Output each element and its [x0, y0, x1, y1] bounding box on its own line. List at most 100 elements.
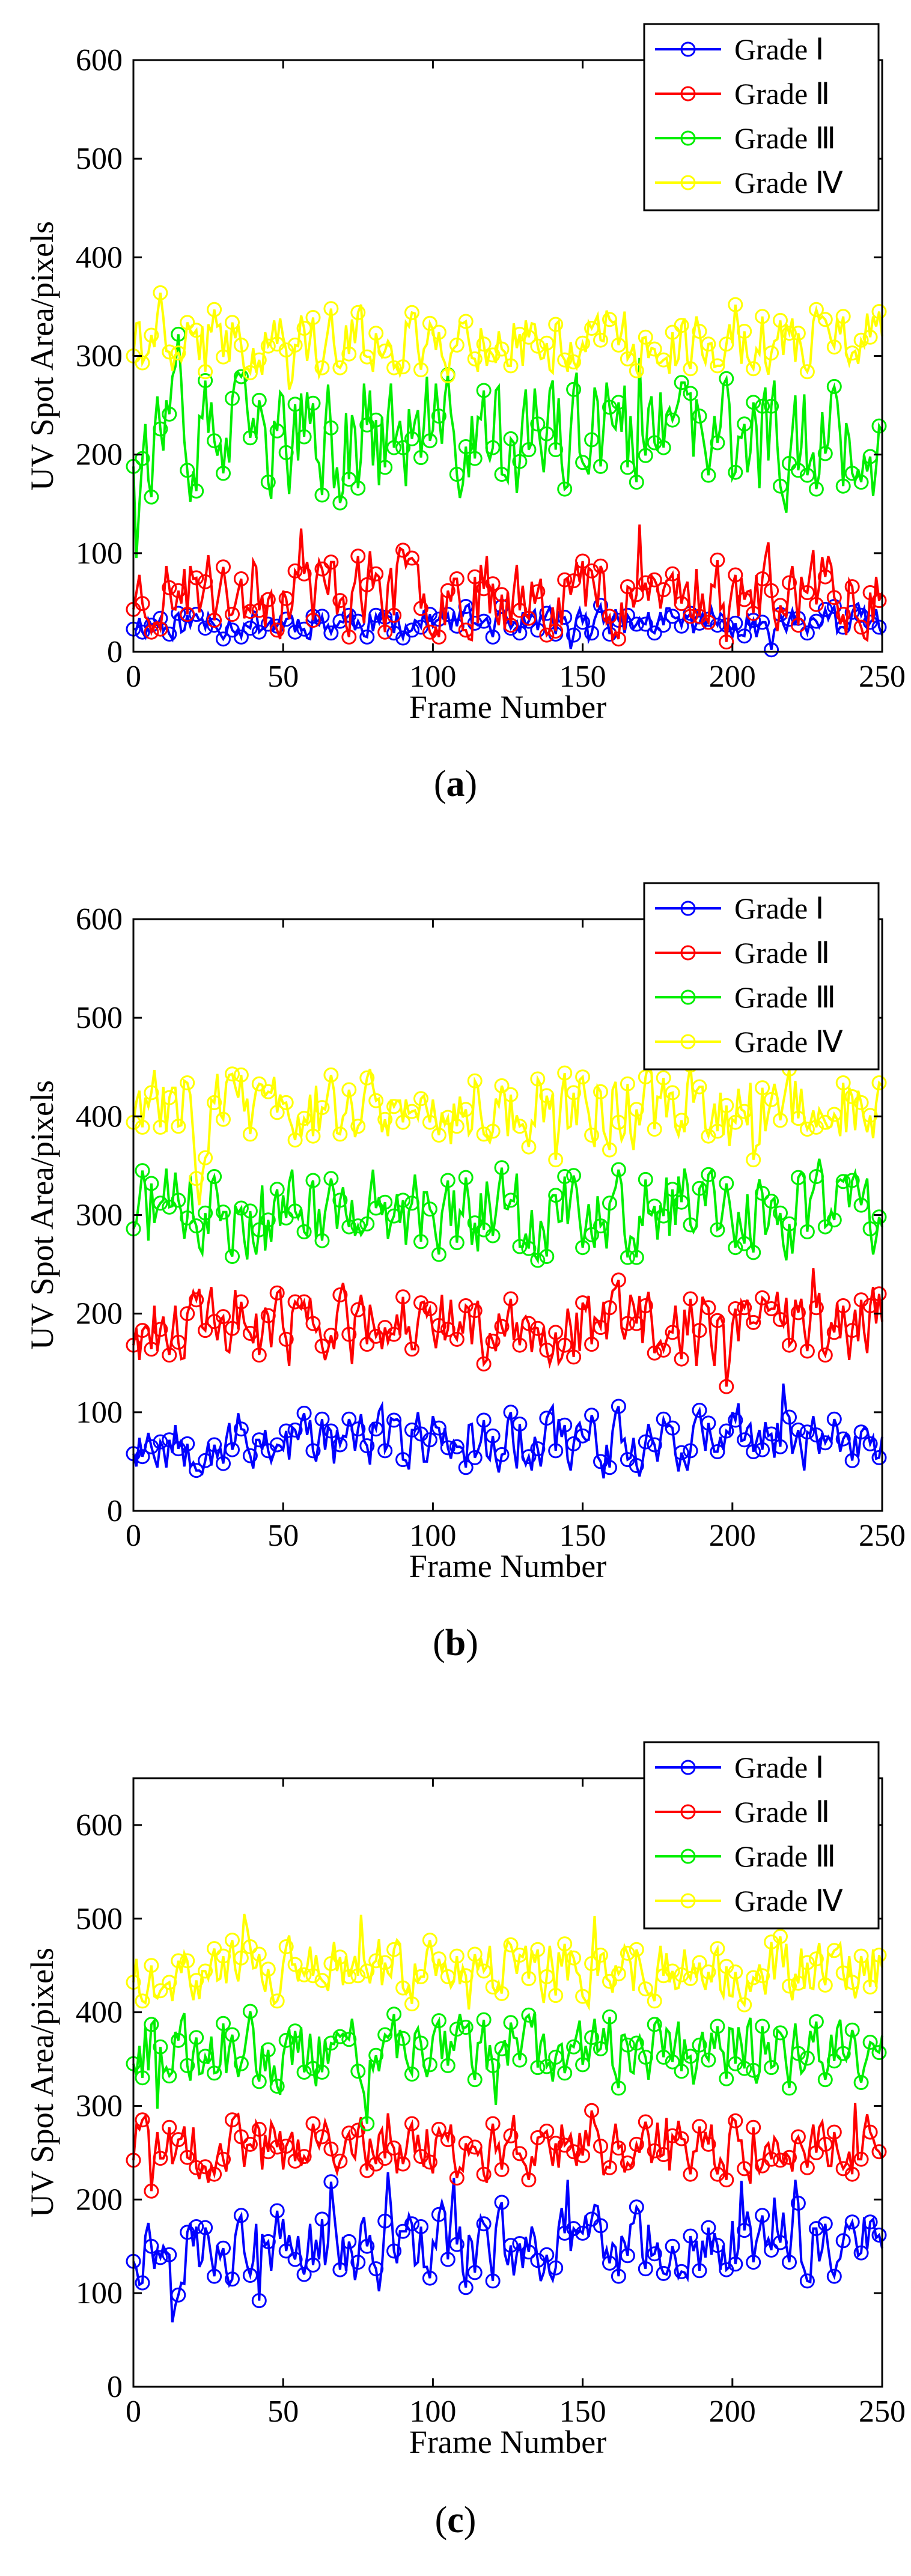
x-tick-label: 150: [559, 1519, 606, 1553]
data-point: [656, 440, 671, 455]
data-point: [799, 364, 815, 380]
data-point: [198, 1453, 213, 1468]
data-point: [826, 1943, 842, 1958]
data-point: [853, 2245, 869, 2261]
data-point: [323, 554, 339, 570]
data-point: [440, 2132, 455, 2148]
data-point: [162, 580, 177, 595]
legend-label: Grade Ⅲ: [734, 121, 836, 155]
legend-label: Grade Ⅰ: [734, 32, 824, 66]
data-point: [773, 1439, 788, 1454]
data-point: [826, 590, 842, 606]
data-point: [242, 2268, 258, 2283]
data-point: [287, 2252, 303, 2267]
data-point: [530, 1320, 546, 1336]
data-point: [377, 2151, 393, 2166]
data-point: [719, 2172, 734, 2188]
legend-b: Grade Ⅰ Grade Ⅱ Grade Ⅲ Grade Ⅳ: [643, 882, 880, 1071]
data-point: [746, 606, 761, 621]
data-point: [296, 429, 312, 445]
data-point: [755, 1080, 770, 1096]
data-point: [422, 2270, 437, 2286]
y-axis-label: UV Spot Area/pixels: [24, 1080, 60, 1350]
data-point: [593, 2218, 608, 2234]
data-point: [431, 324, 446, 340]
data-point: [638, 448, 653, 463]
data-point: [171, 606, 186, 621]
series-a-4: [126, 285, 887, 390]
data-point: [341, 2125, 357, 2141]
data-point: [674, 1445, 689, 1460]
data-point: [548, 317, 564, 332]
data-point: [611, 631, 626, 647]
data-point: [233, 1294, 249, 1310]
data-point: [251, 603, 267, 618]
data-point: [710, 1222, 725, 1238]
data-point: [440, 583, 455, 598]
y-tick-label: 200: [76, 438, 123, 472]
data-point: [368, 1953, 384, 1969]
data-point: [278, 1423, 294, 1439]
data-point: [431, 409, 446, 424]
data-point: [242, 1203, 258, 1219]
data-point: [242, 430, 258, 446]
data-point: [773, 2025, 788, 2041]
data-point: [808, 613, 824, 629]
data-point: [719, 1379, 734, 1394]
data-point: [449, 1948, 465, 1964]
data-point: [189, 483, 204, 499]
data-point: [449, 1235, 465, 1250]
data-point: [341, 2234, 357, 2249]
data-point: [341, 472, 357, 487]
data-point: [189, 1171, 204, 1186]
data-point: [755, 1442, 770, 1457]
data-point: [656, 2265, 671, 2281]
data-point: [494, 2195, 510, 2210]
series-line-c-4: [132, 1913, 883, 2011]
data-point: [584, 2103, 600, 2118]
data-point: [764, 2151, 779, 2167]
data-point: [278, 2243, 294, 2259]
data-point: [512, 1119, 528, 1134]
x-tick-label: 50: [267, 1519, 299, 1553]
data-point: [242, 604, 258, 619]
data-point: [826, 2124, 842, 2140]
data-point: [665, 2128, 680, 2143]
data-point: [611, 2080, 626, 2096]
data-point: [485, 1428, 501, 1444]
data-point: [548, 2260, 564, 2276]
data-point: [566, 1436, 582, 1451]
data-point: [755, 1968, 770, 1984]
data-point: [422, 1114, 437, 1130]
data-point: [871, 1075, 887, 1090]
data-point: [251, 352, 267, 368]
data-point: [737, 1997, 752, 2012]
data-point: [368, 412, 384, 428]
data-point: [476, 2216, 492, 2232]
data-point: [233, 1067, 249, 1083]
data-point: [377, 1111, 393, 1127]
data-point: [341, 1411, 357, 1427]
data-point: [728, 2256, 743, 2272]
y-tick-label: 100: [76, 1396, 123, 1430]
data-point: [539, 1088, 555, 1104]
data-point: [144, 1085, 159, 1101]
data-point: [539, 1969, 555, 1984]
data-point: [862, 1221, 878, 1236]
data-point: [386, 1412, 402, 1428]
data-point: [225, 1066, 240, 1082]
data-point: [764, 398, 779, 414]
data-point: [826, 2053, 842, 2069]
data-point: [422, 2154, 437, 2170]
data-point: [584, 1227, 600, 1242]
data-point: [135, 1163, 150, 1179]
data-point: [476, 1412, 492, 1428]
data-point: [737, 1432, 752, 1448]
data-point: [377, 460, 393, 475]
data-point: [728, 1114, 743, 1130]
data-point: [620, 2248, 635, 2264]
data-point: [701, 2052, 716, 2068]
data-point: [189, 2160, 204, 2175]
data-point: [521, 2172, 537, 2188]
data-point: [566, 627, 582, 643]
